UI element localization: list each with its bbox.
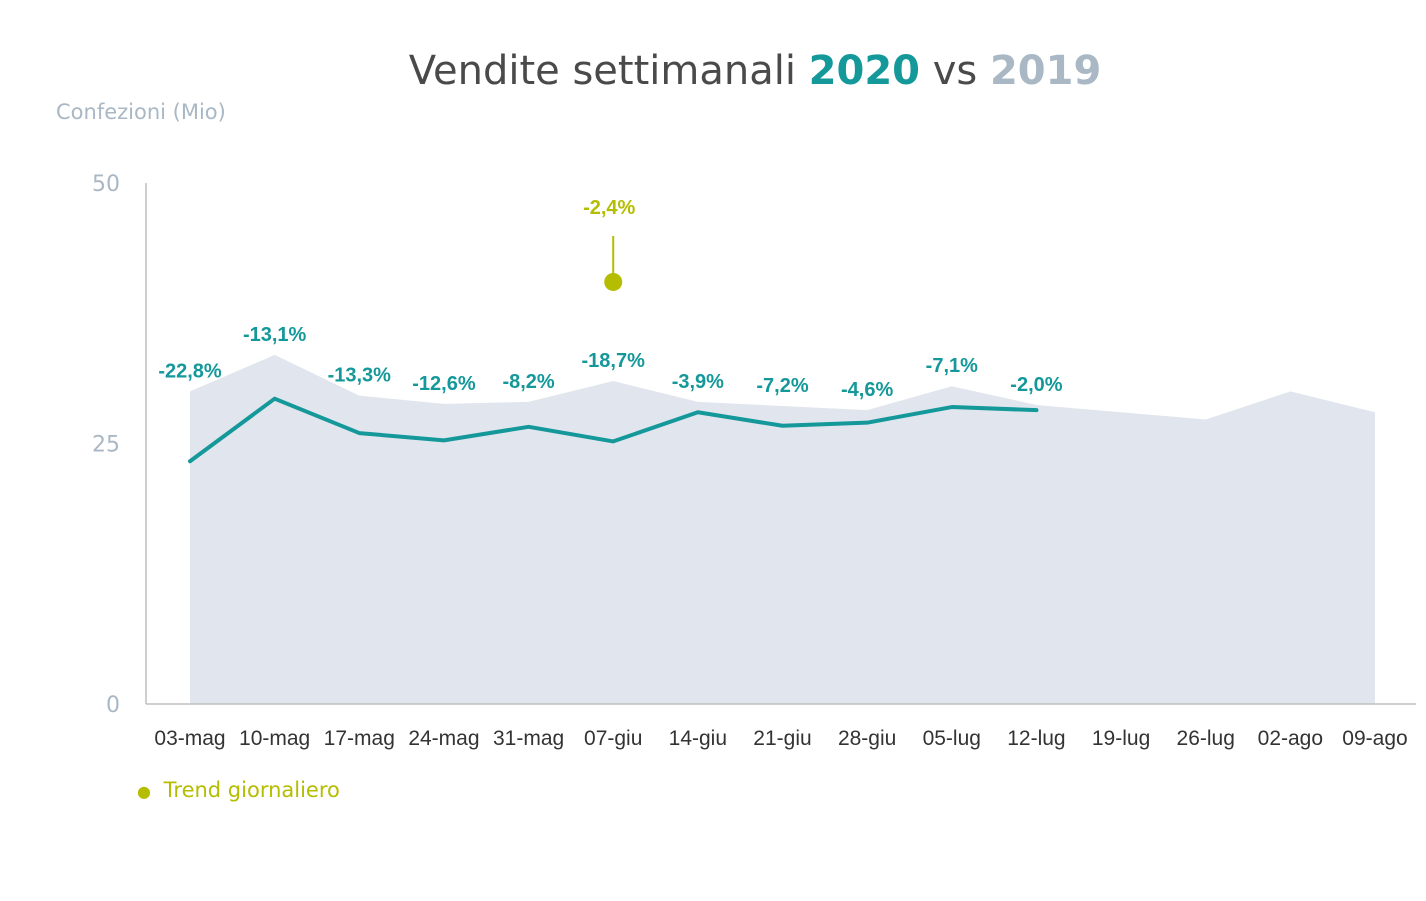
x-tick-label: 14-giu xyxy=(669,727,727,750)
y-ticks: 0 25 50 xyxy=(92,172,120,718)
data-label: -22,8% xyxy=(158,360,222,382)
chart-title-prefix: Vendite settimanali xyxy=(409,48,796,94)
data-label: -3,9% xyxy=(672,371,724,393)
x-tick-label: 10-mag xyxy=(239,727,310,750)
data-label: -18,7% xyxy=(582,350,646,372)
line-2020-path xyxy=(188,396,1039,464)
trend-label: -2,4% xyxy=(583,197,635,219)
area-2019 xyxy=(190,354,1375,704)
x-tick-label: 28-giu xyxy=(838,727,896,750)
data-label: -13,3% xyxy=(328,365,392,387)
y-axis-label: Confezioni (Mio) xyxy=(56,100,226,124)
x-tick-label: 31-mag xyxy=(493,727,564,750)
x-tick-label: 19-lug xyxy=(1092,727,1150,750)
x-tick-label: 21-giu xyxy=(753,727,811,750)
legend-label: Trend giornaliero xyxy=(163,778,340,802)
y-tick-label: 25 xyxy=(92,433,120,458)
x-ticks: 03-mag 10-mag 17-mag 24-mag 31-mag 07-giu 14-g… xyxy=(154,727,1407,750)
data-label: -4,6% xyxy=(841,379,893,401)
x-tick-label: 07-giu xyxy=(584,727,642,750)
legend: ● Trend giornaliero xyxy=(137,778,340,802)
x-tick-label: 02-ago xyxy=(1258,727,1323,750)
y-tick-label: 0 xyxy=(106,693,120,718)
data-label: -2,0% xyxy=(1010,374,1062,396)
data-labels-2020: -22,8% -13,1% -13,3% -12,6% -8,2% -18,7% -3,9%… xyxy=(158,324,1062,401)
trend-point xyxy=(604,272,623,291)
x-tick-label: 26-lug xyxy=(1177,727,1235,750)
svg-text:● Trend giornaliero: ● Trend giornaliero xyxy=(137,778,340,802)
x-tick-label: 05-lug xyxy=(923,727,981,750)
x-tick-label: 24-mag xyxy=(408,727,479,750)
x-tick-label: 17-mag xyxy=(324,727,395,750)
y-tick-label: 50 xyxy=(92,172,120,197)
data-label: -7,1% xyxy=(926,355,978,377)
x-tick-label: 12-lug xyxy=(1007,727,1065,750)
trend-annotation: -2,4% xyxy=(583,197,636,291)
chart-title-year-2019: 2019 xyxy=(990,48,1101,94)
x-tick-label: 09-ago xyxy=(1342,727,1407,750)
data-label: -12,6% xyxy=(412,373,476,395)
data-label: -8,2% xyxy=(502,371,554,393)
chart-title-year-2020: 2020 xyxy=(809,48,920,94)
chart-title: Vendite settimanali 2020 vs 2019 xyxy=(409,48,1102,94)
line-2020 xyxy=(188,396,1039,464)
chart-title-vs: vs xyxy=(933,48,978,94)
data-label: -7,2% xyxy=(756,375,808,397)
x-tick-label: 03-mag xyxy=(154,727,225,750)
data-label: -13,1% xyxy=(243,324,307,346)
legend-marker-icon: ● xyxy=(137,782,151,801)
area-2019-shape xyxy=(190,354,1375,704)
